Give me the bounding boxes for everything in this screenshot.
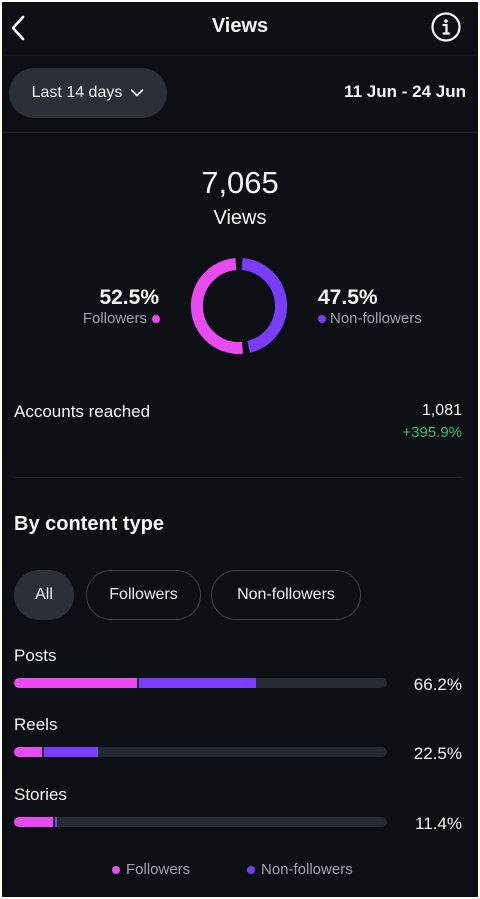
nonfollowers-dot-icon [318,315,326,323]
bar-segment-nonfollowers [139,678,256,688]
bar-segment-followers [14,747,42,757]
bar-segment-nonfollowers [44,747,98,757]
total-views-value: 7,065 [2,165,478,201]
content-row-label: Reels [14,715,57,735]
accounts-reached-change: +395.9% [402,424,462,441]
donut-segment-nonfollowers [242,264,281,347]
content-row-percentage: 22.5% [414,744,462,764]
bar-segment-nonfollowers [55,817,57,827]
info-icon [430,11,462,43]
info-button[interactable] [430,11,462,43]
bar-segment-followers [14,678,137,688]
views-donut-chart [189,256,289,356]
legend-item-followers: Followers [112,861,190,878]
legend-dot-icon [112,866,120,874]
total-views-label: Views [2,207,478,230]
date-range-dropdown-label: Last 14 days [32,84,123,102]
header: Views [2,2,478,56]
content-row-percentage: 66.2% [414,675,462,695]
date-range-dropdown[interactable]: Last 14 days [9,68,167,118]
accounts-reached-label: Accounts reached [14,402,150,422]
section-title: By content type [14,513,164,536]
legend-label: Non-followers [261,861,353,878]
followers-label: Followers [83,310,147,327]
content-row-percentage: 11.4% [415,814,462,834]
nonfollowers-label: Non-followers [330,310,422,327]
nonfollowers-percentage: 47.5% [318,286,378,310]
divider [2,132,478,133]
donut-segment-followers [197,264,243,348]
nonfollowers-label-group: Non-followers [318,310,422,327]
content-bar-posts [14,678,387,688]
content-bar-stories [14,817,387,827]
content-bar-reels [14,747,387,757]
filter-chip-nonfollowers[interactable]: Non-followers [211,570,361,620]
divider [14,477,462,478]
filter-chip-followers[interactable]: Followers [86,570,201,620]
content-row-label: Stories [14,785,67,805]
bar-segment-followers [14,817,53,827]
accounts-reached-value: 1,081 [422,402,462,420]
followers-label-group: Followers [83,310,160,327]
filter-chip-all[interactable]: All [14,570,74,620]
legend-dot-icon [247,866,255,874]
followers-dot-icon [152,315,160,323]
page-title: Views [2,15,478,38]
legend-label: Followers [126,861,190,878]
date-range-text: 11 Jun - 24 Jun [344,82,466,102]
content-row-label: Posts [14,646,57,666]
chevron-down-icon [130,88,144,98]
legend-item-nonfollowers: Non-followers [247,861,353,878]
followers-percentage: 52.5% [99,286,159,310]
